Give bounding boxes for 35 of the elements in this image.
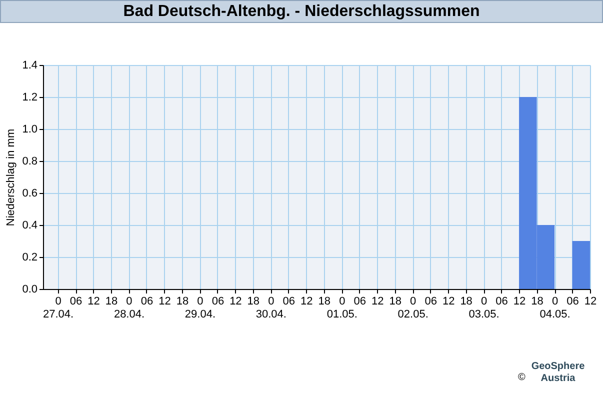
x-tick-label: 18 xyxy=(247,296,260,308)
x-tick-label: 18 xyxy=(318,296,331,308)
chart-title: Bad Deutsch-Altenbg. - Niederschlagssummen xyxy=(0,0,603,23)
y-tick-label: 0.8 xyxy=(22,156,38,168)
x-tick-label: 06 xyxy=(212,296,224,308)
x-tick-label: 18 xyxy=(389,296,402,308)
x-tick-label: 06 xyxy=(282,296,296,308)
x-tick-label: 06 xyxy=(424,296,437,308)
x-tick-label: 12 xyxy=(88,296,100,308)
x-tick-label: 06 xyxy=(354,296,366,308)
x-tick-label: 12 xyxy=(442,296,455,308)
y-axis-title: Niederschlag in mm xyxy=(5,128,18,226)
x-tick-label: 06 xyxy=(566,296,579,308)
y-tick-label: 1.4 xyxy=(22,60,38,72)
y-tick-label: 0.6 xyxy=(22,188,38,200)
x-tick-label: 06 xyxy=(70,296,82,308)
x-tick-label: 12 xyxy=(513,296,526,308)
x-tick-label: 12 xyxy=(371,296,384,308)
x-tick-label: 18 xyxy=(460,296,472,308)
text: © xyxy=(518,372,526,383)
x-tick-label: 18 xyxy=(105,296,118,308)
x-tick-label: 12 xyxy=(584,296,597,308)
x-tick-label: 18 xyxy=(176,296,189,308)
y-tick-label: 0.2 xyxy=(22,252,38,264)
x-tick-label: 12 xyxy=(230,296,242,308)
x-tick-label: 06 xyxy=(496,296,508,308)
y-tick-label: 1.0 xyxy=(22,124,38,136)
x-tick-label: 12 xyxy=(158,296,171,308)
x-tick-label: 06 xyxy=(140,296,154,308)
y-tick-label: 0.4 xyxy=(22,220,38,232)
y-tick-label: 0.0 xyxy=(22,284,38,296)
x-tick-label: 18 xyxy=(531,296,544,308)
text: GeoSphere Austria xyxy=(530,361,586,385)
y-tick-label: 1.2 xyxy=(22,92,38,104)
x-tick-label: 12 xyxy=(300,296,313,308)
